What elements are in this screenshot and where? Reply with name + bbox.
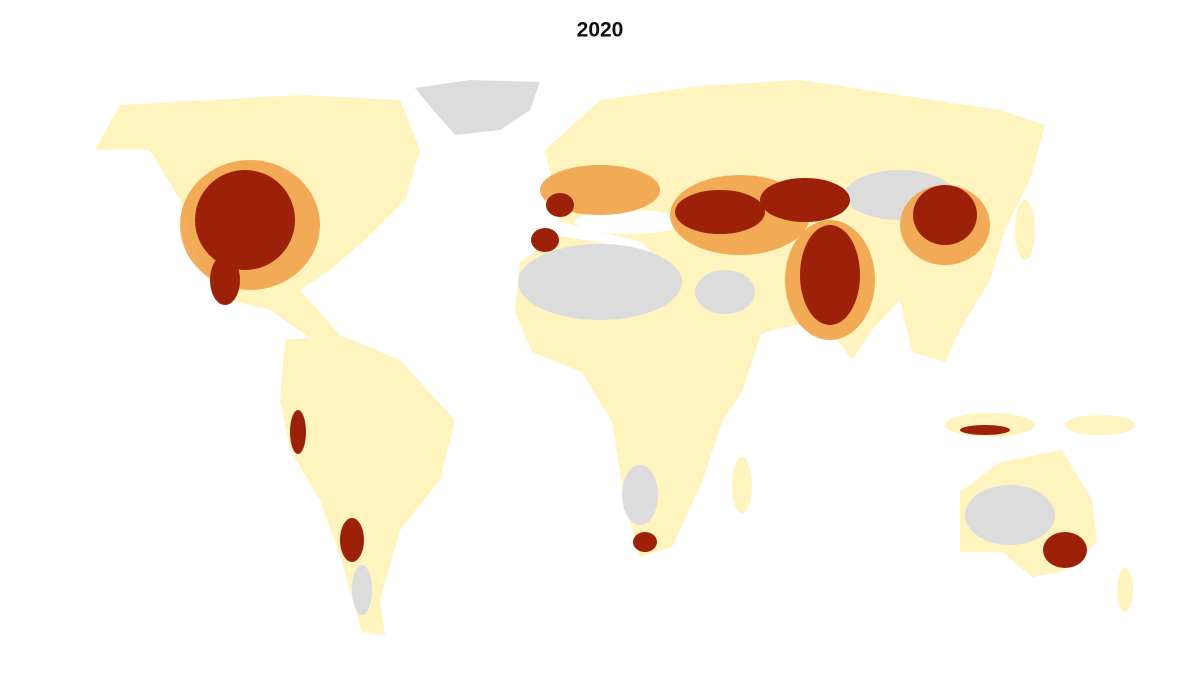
kalahari xyxy=(622,465,658,525)
japan xyxy=(1015,200,1035,260)
patagonia xyxy=(352,565,372,615)
mexico xyxy=(210,255,240,305)
spain xyxy=(546,193,574,217)
north-africa xyxy=(531,228,559,252)
greenland xyxy=(415,80,540,135)
mediterranean xyxy=(575,210,685,234)
central-asia-core xyxy=(760,178,850,222)
arabia xyxy=(695,270,755,314)
south-africa xyxy=(633,532,657,552)
map-title: 2020 xyxy=(577,19,624,42)
sahara xyxy=(518,244,682,320)
argentina xyxy=(340,518,364,562)
new-guinea xyxy=(1065,415,1135,435)
north-china-core xyxy=(913,185,977,245)
south-america xyxy=(280,335,455,635)
high-stress xyxy=(195,170,1087,568)
india-core xyxy=(800,225,860,325)
middle-east-core xyxy=(675,190,765,234)
java xyxy=(960,425,1010,435)
no-data xyxy=(352,80,1055,615)
australia-interior xyxy=(965,485,1055,545)
usa-west-core xyxy=(195,170,295,270)
new-zealand xyxy=(1117,568,1133,612)
peru xyxy=(290,410,306,454)
australia-se xyxy=(1043,532,1087,568)
madagascar xyxy=(732,457,752,513)
